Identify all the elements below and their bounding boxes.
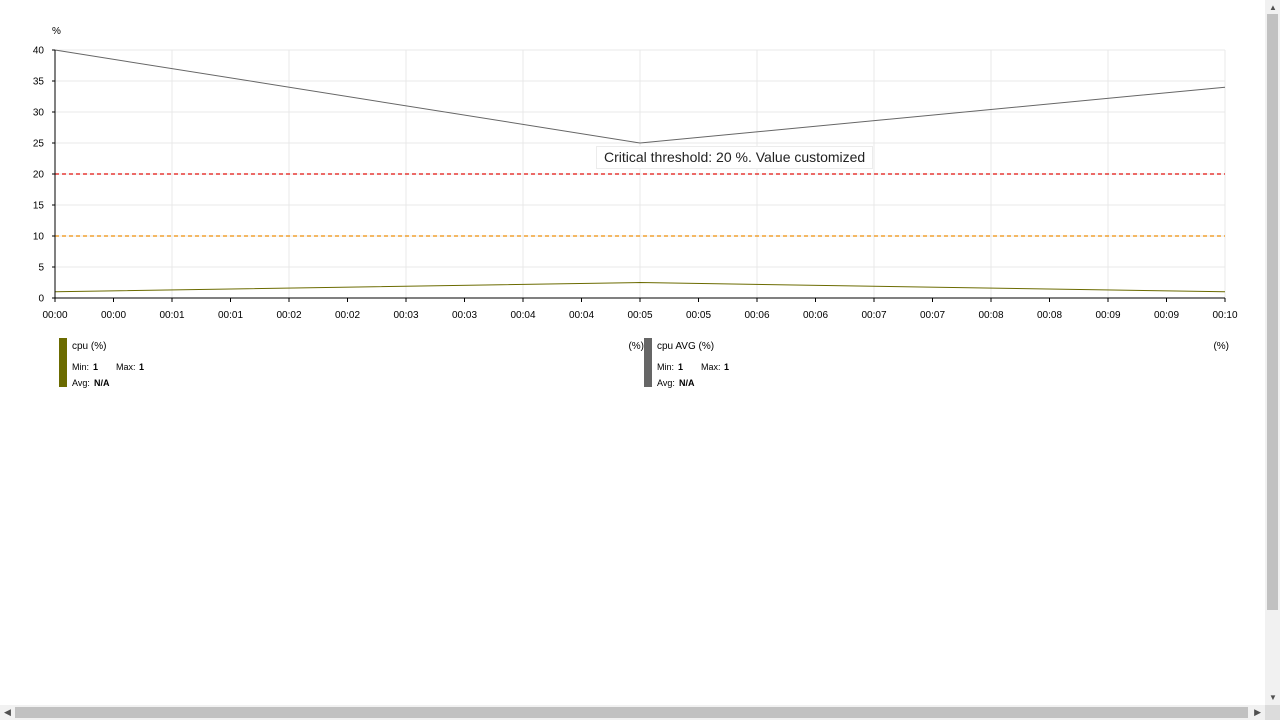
x-tick-label: 00:02 (276, 310, 301, 321)
x-tick-label: 00:03 (393, 310, 418, 321)
legend-min-value: 1 (93, 362, 99, 372)
x-tick-label: 00:08 (1037, 310, 1062, 321)
horizontal-scrollbar[interactable]: ◀ ▶ (0, 705, 1265, 720)
series-layer (54, 49, 1226, 293)
x-tick-label: 00:00 (42, 310, 67, 321)
x-tick-label: 00:01 (159, 310, 184, 321)
y-tick-label: 30 (33, 108, 45, 119)
y-tick-label: 5 (38, 263, 44, 274)
legend-item-cpu-avg[interactable]: cpu AVG (%) (%) Min: 1 Max: 1 Avg: N/A (644, 338, 1229, 388)
scroll-right-icon[interactable]: ▶ (1254, 707, 1261, 717)
x-tick-label: 00:03 (452, 310, 477, 321)
legend-avg-label: Avg: (72, 378, 90, 388)
legend-swatch (59, 338, 67, 387)
vertical-scrollbar[interactable]: ▲ ▼ (1265, 0, 1280, 705)
legend-series-unit: (%) (1213, 341, 1229, 352)
y-tick-label: 40 (33, 46, 45, 57)
x-tick-label: 00:06 (744, 310, 769, 321)
y-tick-label: 15 (33, 201, 45, 212)
x-tick-label: 00:10 (1212, 310, 1237, 321)
x-tick-label: 00:07 (861, 310, 886, 321)
horizontal-scroll-thumb[interactable] (15, 707, 1248, 718)
x-tick-label: 00:09 (1154, 310, 1179, 321)
x-tick-label: 00:06 (803, 310, 828, 321)
x-tick-label: 00:02 (335, 310, 360, 321)
x-tick-label: 00:05 (627, 310, 652, 321)
legend-max-label: Max: (116, 362, 136, 372)
y-tick-label: 35 (33, 77, 45, 88)
x-tick-label: 00:01 (218, 310, 243, 321)
x-tick-label: 00:05 (686, 310, 711, 321)
legend-series-name: cpu (%) (72, 341, 107, 352)
legend-min-value: 1 (678, 362, 684, 372)
scroll-left-icon[interactable]: ◀ (4, 707, 11, 717)
legend-series-unit: (%) (628, 341, 644, 352)
scrollbar-corner (1265, 705, 1280, 720)
threshold-tooltip: Critical threshold: 20 %. Value customiz… (596, 146, 874, 169)
legend-max-value: 1 (724, 362, 730, 372)
axis-layer: 0 5 10 15 20 25 30 35 40 00:00 00:00 00:01 00:01 00:0… (33, 26, 1238, 321)
legend-avg-value: N/A (679, 378, 695, 388)
legend-item-cpu[interactable]: cpu (%) (%) Min: 1 Max: 1 Avg: N/A (59, 338, 644, 388)
y-axis-unit-label: % (52, 26, 61, 37)
vertical-scroll-thumb[interactable] (1267, 14, 1278, 610)
legend-max-value: 1 (139, 362, 145, 372)
y-tick-label: 20 (33, 170, 45, 181)
x-tick-label: 00:07 (920, 310, 945, 321)
chart-canvas: 0 5 10 15 20 25 30 35 40 00:00 00:00 00:01 00:01 00:0… (33, 26, 1238, 321)
y-tick-label: 25 (33, 139, 45, 150)
legend-max-label: Max: (701, 362, 721, 372)
x-tick-label: 00:09 (1095, 310, 1120, 321)
threshold-layer (55, 173, 1225, 237)
series-line (54, 281, 1226, 293)
y-tick-label: 10 (33, 232, 45, 243)
scroll-down-icon[interactable]: ▼ (1269, 693, 1277, 702)
y-tick-label: 0 (38, 294, 44, 305)
legend-swatch (644, 338, 652, 387)
x-tick-label: 00:08 (978, 310, 1003, 321)
legend-min-label: Min: (72, 362, 90, 372)
legend-avg-value: N/A (94, 378, 110, 388)
series-line (54, 49, 1226, 144)
scroll-up-icon[interactable]: ▲ (1269, 3, 1277, 12)
legend-series-name: cpu AVG (%) (657, 341, 715, 352)
x-tick-label: 00:00 (101, 310, 126, 321)
legend-min-label: Min: (657, 362, 675, 372)
x-tick-label: 00:04 (569, 310, 594, 321)
x-tick-label: 00:04 (510, 310, 535, 321)
legend-avg-label: Avg: (657, 378, 675, 388)
